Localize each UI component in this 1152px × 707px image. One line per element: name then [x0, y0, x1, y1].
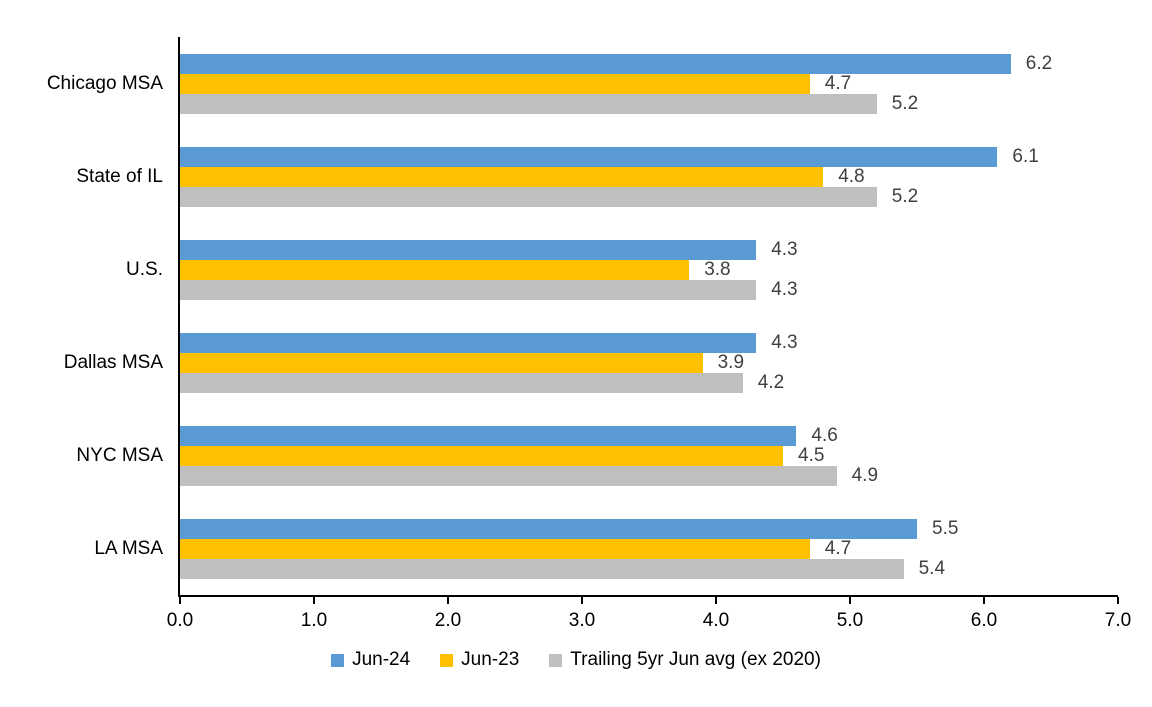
x-tick-label: 1.0	[300, 610, 328, 631]
legend-label: Jun-23	[461, 649, 520, 670]
data-label: 3.9	[717, 351, 745, 373]
bar-row: 4.3	[180, 278, 1118, 300]
bar-row: 4.8	[180, 165, 1118, 187]
bar-row: 3.8	[180, 258, 1118, 280]
bar-group-state-of-il: 6.1 4.8 5.2	[180, 130, 1118, 223]
bar-row: 6.1	[180, 145, 1118, 167]
x-tick-label: 7.0	[1104, 610, 1132, 631]
x-tick-mark	[179, 597, 181, 604]
bar-trailing-5yr-jun-avg-ex-2020-la-msa	[180, 558, 904, 579]
data-label: 4.3	[771, 331, 798, 353]
plot-area: 6.2 4.7 5.2 6.1 4.8 5.2 4.3 3.8 4.3 4.3 3.9 4.2 4.6 4…	[178, 37, 1118, 597]
bar-row: 4.6	[180, 424, 1118, 446]
data-label: 6.2	[1025, 52, 1053, 74]
data-label: 5.2	[891, 185, 919, 207]
x-tick-label: 4.0	[702, 610, 730, 631]
bar-row: 4.7	[180, 72, 1118, 94]
data-label: 4.7	[824, 72, 852, 94]
x-axis-tick-marks	[179, 597, 1119, 604]
bar-jun-24-chicago-msa	[180, 53, 1011, 74]
x-tick-mark	[447, 597, 449, 604]
data-label: 4.2	[757, 371, 785, 393]
category-label-chicago-msa: Chicago MSA	[46, 72, 163, 94]
bar-jun-23-u-s	[180, 259, 690, 280]
legend-item-jun-23: Jun-23	[440, 649, 519, 671]
bar-jun-23-nyc-msa	[180, 445, 783, 466]
x-tick-mark	[715, 597, 717, 604]
bar-row: 4.9	[180, 464, 1118, 486]
category-label-la-msa: LA MSA	[94, 537, 163, 559]
data-label: 6.1	[1012, 145, 1039, 167]
x-tick-label: 0.0	[166, 610, 194, 631]
bar-trailing-5yr-jun-avg-ex-2020-state-of-il	[180, 186, 877, 207]
x-tick-mark	[849, 597, 851, 604]
x-tick-mark	[313, 597, 315, 604]
bar-row: 5.2	[180, 185, 1118, 207]
x-axis-tick-labels: 0.0 1.0 2.0 3.0 4.0 5.0 6.0 7.0	[167, 608, 1131, 634]
legend: Jun-24 Jun-23 Trailing 5yr Jun avg (ex 202…	[0, 649, 1152, 671]
bar-jun-24-dallas-msa	[180, 332, 757, 353]
x-tick-label: 6.0	[970, 610, 998, 631]
data-label: 4.8	[838, 165, 865, 187]
bar-group-u-s: 4.3 3.8 4.3	[180, 223, 1118, 316]
category-label-nyc-msa: NYC MSA	[76, 444, 163, 466]
bar-group-nyc-msa: 4.6 4.5 4.9	[180, 409, 1118, 502]
bar-groups-container: 6.2 4.7 5.2 6.1 4.8 5.2 4.3 3.8 4.3 4.3 3.9 4.2 4.6 4…	[180, 37, 1118, 595]
x-tick-label: 3.0	[568, 610, 596, 631]
bar-row: 4.5	[180, 444, 1118, 466]
data-label: 4.5	[798, 444, 825, 466]
data-label: 4.9	[851, 464, 879, 486]
category-axis-labels: Chicago MSA State of IL U.S. Dallas MSA NYC …	[0, 37, 163, 595]
bar-jun-23-dallas-msa	[180, 352, 703, 373]
bar-group-dallas-msa: 4.3 3.9 4.2	[180, 316, 1118, 409]
legend-swatch-icon	[549, 653, 563, 667]
data-label: 5.2	[891, 92, 919, 114]
data-label: 4.3	[771, 278, 798, 300]
data-label: 4.3	[771, 238, 798, 260]
x-tick-mark	[983, 597, 985, 604]
x-tick-mark	[581, 597, 583, 604]
x-tick-label: 2.0	[434, 610, 462, 631]
bar-row: 5.4	[180, 557, 1118, 579]
legend-label: Trailing 5yr Jun avg (ex 2020)	[570, 649, 821, 670]
bar-row: 5.5	[180, 517, 1118, 539]
bar-row: 4.7	[180, 537, 1118, 559]
bar-row: 3.9	[180, 351, 1118, 373]
legend-item-trailing-5yr-jun-avg-ex-2020: Trailing 5yr Jun avg (ex 2020)	[549, 649, 821, 671]
legend-swatch-icon	[440, 653, 454, 667]
bar-trailing-5yr-jun-avg-ex-2020-u-s	[180, 279, 757, 300]
x-tick-label: 5.0	[836, 610, 864, 631]
bar-row: 4.3	[180, 331, 1118, 353]
bar-jun-23-chicago-msa	[180, 73, 810, 94]
category-label-u-s: U.S.	[126, 258, 163, 280]
x-tick-mark	[1117, 597, 1119, 604]
bar-trailing-5yr-jun-avg-ex-2020-dallas-msa	[180, 372, 743, 393]
data-label: 3.8	[704, 258, 731, 280]
legend-swatch-icon	[331, 653, 345, 667]
bar-jun-24-state-of-il	[180, 146, 998, 167]
bar-jun-23-state-of-il	[180, 166, 824, 187]
bar-row: 5.2	[180, 92, 1118, 114]
bar-trailing-5yr-jun-avg-ex-2020-nyc-msa	[180, 465, 837, 486]
bar-group-la-msa: 5.5 4.7 5.4	[180, 502, 1118, 595]
data-label: 4.7	[824, 537, 852, 559]
category-label-dallas-msa: Dallas MSA	[63, 351, 163, 373]
data-label: 5.5	[932, 517, 959, 539]
bar-jun-24-u-s	[180, 239, 757, 260]
bar-group-chicago-msa: 6.2 4.7 5.2	[180, 37, 1118, 130]
legend-item-jun-24: Jun-24	[331, 649, 410, 671]
bar-trailing-5yr-jun-avg-ex-2020-chicago-msa	[180, 93, 877, 114]
bar-jun-24-la-msa	[180, 518, 917, 539]
category-label-state-of-il: State of IL	[76, 165, 163, 187]
data-label: 4.6	[811, 424, 838, 446]
bar-row: 4.2	[180, 371, 1118, 393]
bar-jun-23-la-msa	[180, 538, 810, 559]
legend-label: Jun-24	[352, 649, 411, 670]
bar-row: 4.3	[180, 238, 1118, 260]
bar-jun-24-nyc-msa	[180, 425, 797, 446]
bar-row: 6.2	[180, 52, 1118, 74]
data-label: 5.4	[918, 557, 946, 579]
